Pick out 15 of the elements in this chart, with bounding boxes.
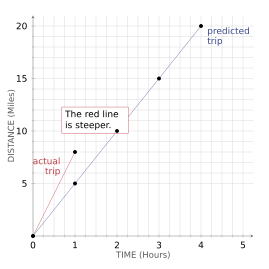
x-tick-label: 3 [156, 242, 162, 248]
x-tick-label: 4 [198, 242, 204, 248]
y-tick-label: 15 [16, 75, 27, 82]
x-tick-label: 2 [114, 242, 119, 248]
x-axis-title: TIME (Hours) [116, 251, 170, 259]
y-tick-label: 20 [16, 22, 27, 30]
series-label: actual trip [33, 157, 60, 176]
y-tick-label: 5 [22, 180, 27, 187]
y-axis-title: DISTANCE (Miles) [8, 90, 16, 162]
x-tick-label: 1 [73, 242, 78, 248]
series-label: predicted trip [207, 27, 249, 46]
y-tick-label: 10 [16, 128, 27, 134]
x-tick-label: 5 [240, 242, 246, 248]
x-tick-label: 0 [30, 242, 36, 248]
annotation: The red line is steeper. [65, 110, 118, 130]
